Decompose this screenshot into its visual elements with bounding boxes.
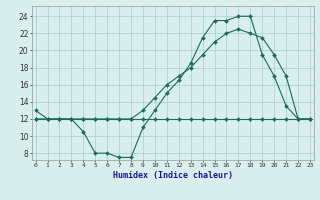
X-axis label: Humidex (Indice chaleur): Humidex (Indice chaleur) (113, 171, 233, 180)
